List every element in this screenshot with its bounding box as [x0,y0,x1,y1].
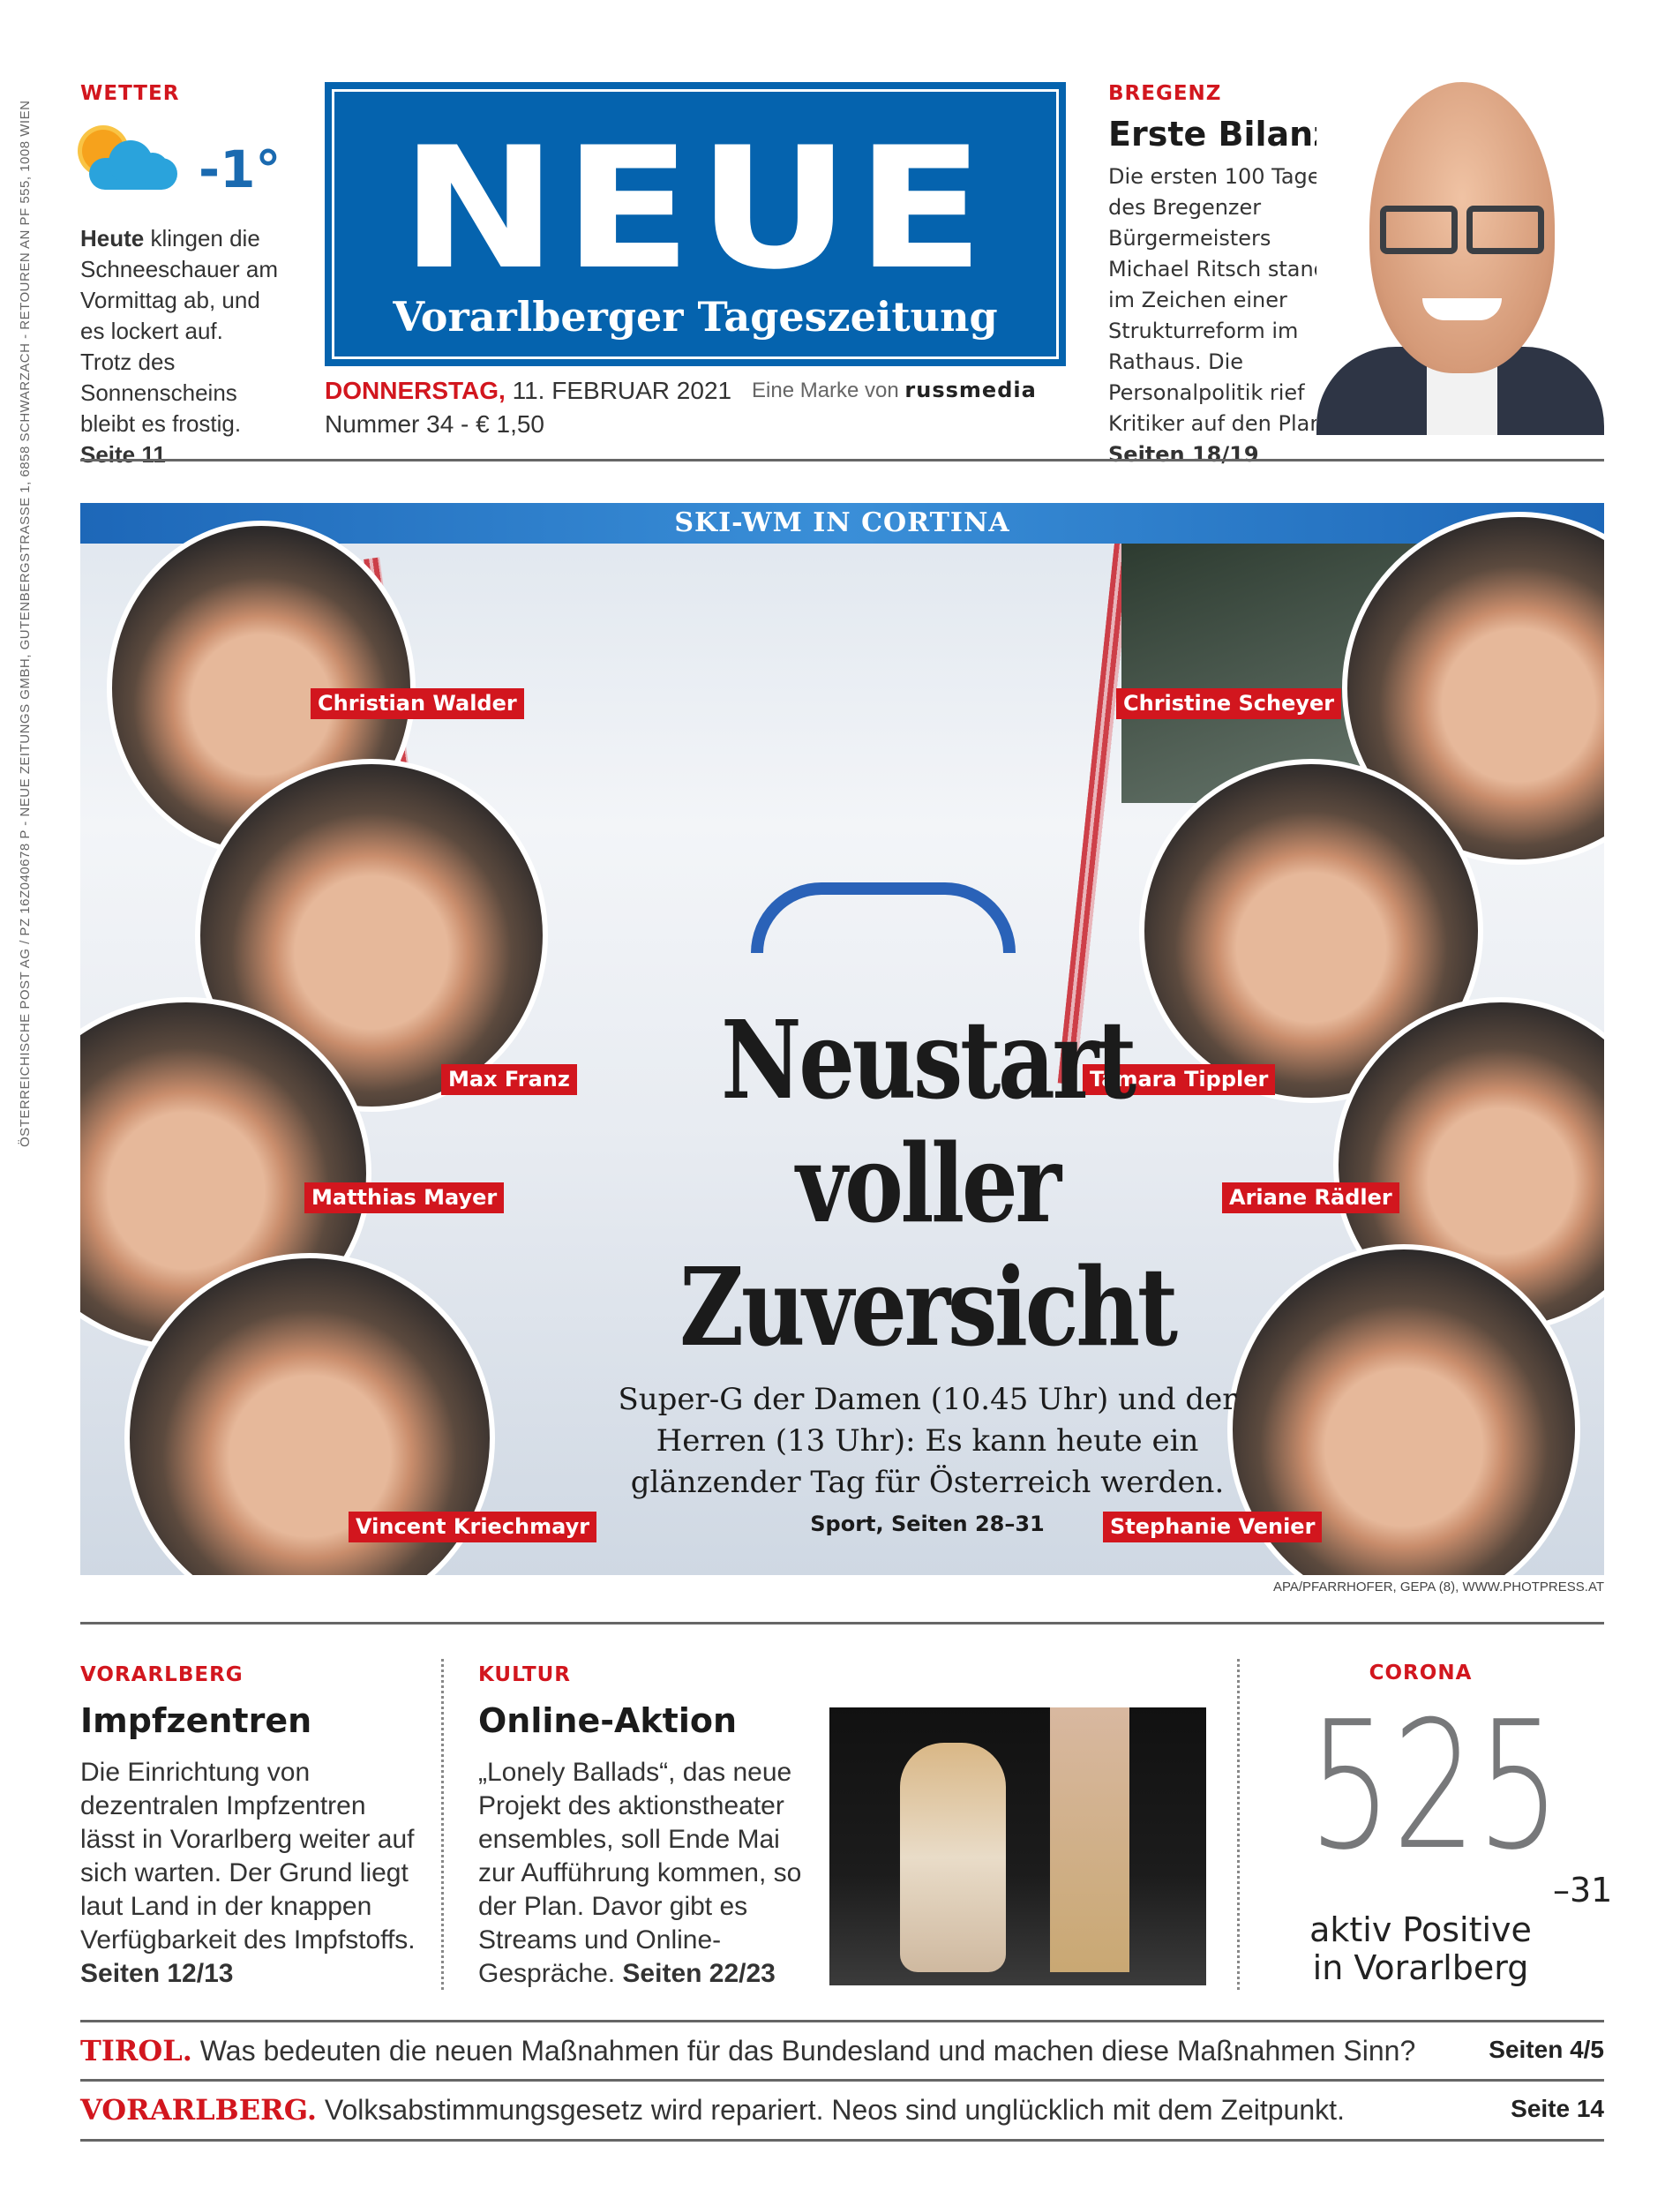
headline-line-1[interactable]: Neustart [721,996,1136,1123]
finish-arch [751,882,1016,953]
name-label: Tamara Tippler [1083,1064,1276,1095]
weather-text: Heute klingen die Schneeschauer am Vormi… [80,223,279,470]
teaser-tirol[interactable]: TIROL. Was bedeuten die neuen Maßnahmen … [80,2034,1415,2067]
divider [80,2079,1604,2082]
corona-kicker: CORONA [1369,1662,1473,1685]
issue-date: DONNERSTAG, 11. FEBRUAR 2021 [325,377,731,405]
name-label: Vincent Kriechmayr [349,1512,597,1542]
temperature: -1° [199,139,281,199]
logo-subtitle: Vorarlberger Tageszeitung [393,293,998,341]
name-label: Matthias Mayer [304,1182,505,1213]
vorarlberg-body: Die Einrichtung von dezentralen Impfzent… [80,1758,416,1955]
column-divider [441,1659,444,1990]
bregenz-body: Die ersten 100 Tage des Bregenzer Bürger… [1108,164,1354,436]
kultur-text: „Lonely Ballads“, das neue Projekt des a… [478,1756,814,1991]
teaser-kicker: TIROL. [80,2034,192,2067]
name-label: Christian Walder [311,688,524,719]
name-label: Christine Scheyer [1116,688,1342,719]
vorarlberg-kicker: VORARLBERG [80,1663,244,1686]
weather-kicker: WETTER [80,82,180,105]
issue-number: Nummer 34 - € 1,50 [325,410,544,438]
corona-label-1: aktiv Positive [1309,1910,1532,1949]
column-divider [1237,1659,1240,1990]
logo-title: NEUE [400,111,991,306]
kultur-ref: Seiten 22/23 [622,1959,776,1988]
hero-banner: SKI-WM IN CORTINA [80,503,1604,544]
weather-ref: Seite 11 [80,441,166,468]
weekday: DONNERSTAG, [325,377,506,404]
vorarlberg-title[interactable]: Impfzentren [80,1701,312,1740]
weather-lead: Heute [80,225,145,251]
bregenz-kicker: BREGENZ [1108,82,1222,105]
headline-line-3[interactable]: Zuversicht [679,1243,1178,1370]
corona-change: –31 [1553,1871,1613,1910]
postal-imprint: ÖSTERREICHISCHE POST AG / PZ 16Z040678 P… [18,100,33,1147]
kultur-title[interactable]: Online-Aktion [478,1701,738,1740]
russmedia-logo: russmedia [904,378,1037,402]
teaser-text: Was bedeuten die neuen Maßnahmen für das… [191,2035,1416,2067]
kultur-body: „Lonely Ballads“, das neue Projekt des a… [478,1758,802,1988]
bregenz-ref: Seiten 18/19 [1108,442,1259,467]
name-label: Ariane Rädler [1222,1182,1399,1213]
name-label: Max Franz [441,1064,577,1095]
hero-photo[interactable]: SKI-WM IN CORTINA Christian Walder Max F… [80,503,1604,1575]
divider [80,2020,1604,2022]
divider [80,2139,1604,2142]
teaser-ref: Seite 14 [1511,2095,1604,2122]
corona-value: 525 [1308,1684,1561,1889]
name-label: Stephanie Venier [1103,1512,1323,1542]
brand-line: Eine Marke von russmedia [752,378,1037,403]
bregenz-title[interactable]: Erste Bilanz [1108,115,1333,154]
vorarlberg-text: Die Einrichtung von dezentralen Impfzent… [80,1756,416,1991]
divider [80,1622,1604,1624]
teaser-vorarlberg[interactable]: VORARLBERG. Volksabstimmungsgesetz wird … [80,2093,1345,2127]
divider [80,459,1604,461]
teaser-kicker: VORARLBERG. [80,2093,318,2127]
weather-body: klingen die Schneeschauer am Vormittag a… [80,225,279,437]
hero-subline: Super-G der Damen (10.45 Uhr) und der He… [618,1382,1237,1500]
photo-credit: APA/PFARRHOFER, GEPA (8), WWW.PHOTPRESS.… [1272,1579,1604,1594]
bregenz-text: Die ersten 100 Tage des Bregenzer Bürger… [1108,161,1355,470]
sun-behind-cloud-icon [80,128,182,194]
kultur-kicker: KULTUR [478,1663,572,1686]
teaser-text: Volksabstimmungsgesetz wird repariert. N… [317,2094,1345,2126]
date: 11. FEBRUAR 2021 [505,377,732,404]
brand-prefix: Eine Marke von [752,379,905,402]
hero-ref: Sport, Seiten 28–31 [810,1512,1045,1536]
theater-photo [829,1707,1206,1985]
teaser-ref: Seiten 4/5 [1489,2036,1604,2063]
masthead-logo[interactable]: NEUE Vorarlberger Tageszeitung [325,82,1066,366]
vorarlberg-ref: Seiten 12/13 [80,1959,234,1988]
mayor-photo [1316,82,1604,435]
headline-line-2[interactable]: voller [796,1120,1061,1247]
corona-label-2: in Vorarlberg [1312,1948,1529,1987]
